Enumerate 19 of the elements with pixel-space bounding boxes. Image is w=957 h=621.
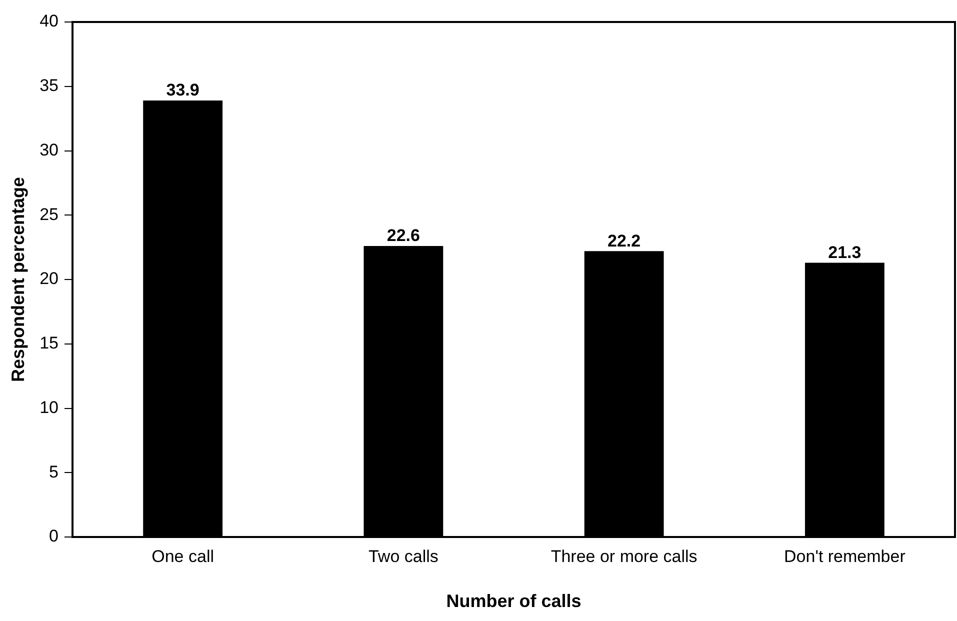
y-tick-label: 30 xyxy=(40,140,59,160)
x-tick-label: Two calls xyxy=(368,546,438,566)
y-tick-label: 40 xyxy=(40,12,59,31)
x-tick-label: One call xyxy=(152,546,214,566)
y-tick-label: 20 xyxy=(40,269,59,288)
y-axis-title: Respondent percentage xyxy=(8,176,28,382)
y-tick-label: 15 xyxy=(40,334,59,353)
data-label: 33.9 xyxy=(166,80,200,100)
data-label: 21.3 xyxy=(828,242,862,262)
data-label: 22.6 xyxy=(386,226,420,246)
y-tick-label: 25 xyxy=(40,204,59,224)
x-tick-label: Don't remember xyxy=(784,546,906,566)
y-tick-label: 10 xyxy=(40,398,59,417)
data-label: 22.2 xyxy=(608,231,641,250)
y-tick-label: 5 xyxy=(49,462,59,482)
y-tick-label: 0 xyxy=(49,526,59,546)
x-tick-label: Three or more calls xyxy=(550,546,698,566)
x-axis-title: Number of calls xyxy=(446,591,582,612)
y-tick-label: 35 xyxy=(40,76,59,96)
